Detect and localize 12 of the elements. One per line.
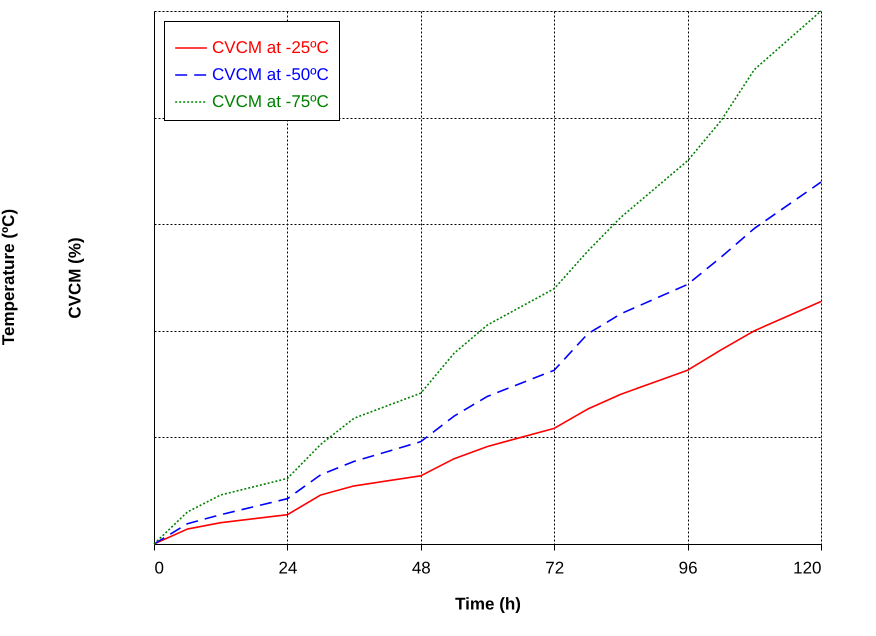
x-tick-label: 48 <box>412 558 431 578</box>
legend-label: CVCM at -75ºC <box>212 92 329 111</box>
y-axis-title: CVCM (%) <box>66 237 84 319</box>
x-tick-label: 0 <box>154 558 164 578</box>
x-tick-label: 120 <box>793 558 822 578</box>
text: Temperature (ºC) <box>0 208 18 346</box>
legend-label: CVCM at -50ºC <box>212 65 329 84</box>
x-tick-label: 24 <box>278 558 298 578</box>
x-tick-label: 96 <box>678 558 698 578</box>
legend-label: CVCM at -25ºC <box>212 38 329 57</box>
x-tick-label: 72 <box>545 558 564 578</box>
x-axis-title: Time (h) <box>455 594 521 614</box>
